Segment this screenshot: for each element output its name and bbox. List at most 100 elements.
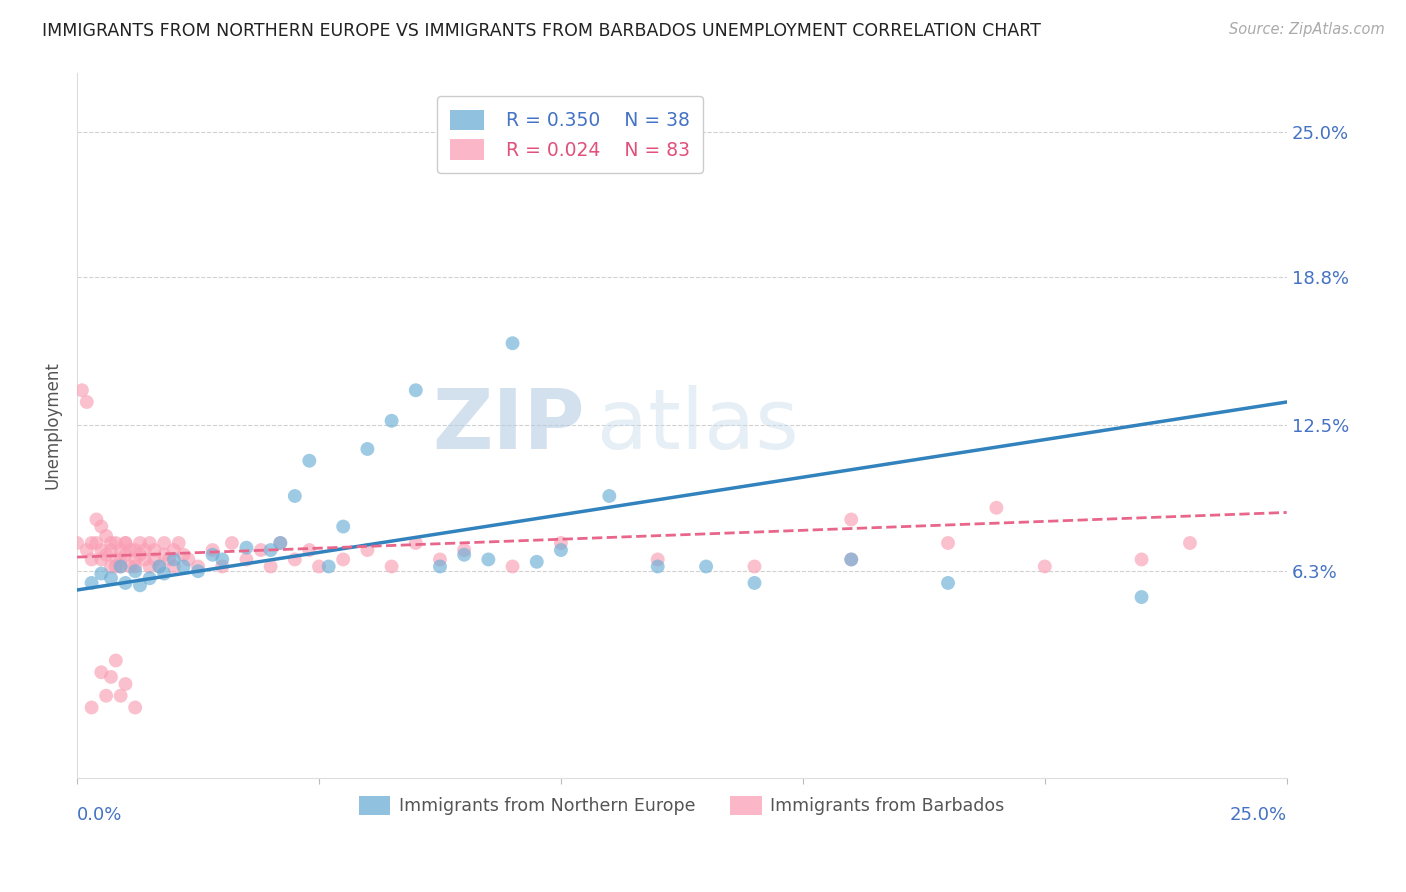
Point (94, 548, 117, 562)
Point (76, 395, 98, 409)
Point (153, 566, 176, 581)
Point (381, 559, 404, 574)
Point (129, 548, 152, 562)
Point (124, 700, 146, 714)
Point (356, 543, 378, 558)
Point (201, 543, 224, 558)
Point (104, 653, 127, 667)
Point (157, 552, 180, 566)
Point (405, 383, 427, 397)
Point (308, 559, 330, 574)
Point (647, 559, 669, 574)
Point (148, 559, 170, 574)
Point (134, 543, 156, 558)
Point (114, 536, 136, 550)
Point (114, 576, 136, 591)
Point (90, 665, 112, 680)
Point (839, 552, 862, 566)
Point (318, 559, 340, 574)
Point (167, 536, 190, 550)
Point (104, 536, 127, 550)
Point (100, 536, 122, 550)
Point (76, 543, 98, 558)
Point (114, 548, 136, 562)
Point (550, 536, 572, 550)
Point (129, 536, 152, 550)
Point (356, 442, 378, 456)
Point (173, 559, 195, 574)
Point (405, 536, 427, 550)
Point (70, 383, 93, 397)
Point (86, 512, 108, 526)
Point (839, 512, 862, 526)
Point (90, 543, 112, 558)
Point (235, 541, 257, 555)
Point (453, 543, 475, 558)
Point (221, 536, 243, 550)
Text: ZIP: ZIP (433, 385, 585, 466)
Point (90, 566, 112, 581)
Point (153, 548, 176, 562)
Point (453, 548, 475, 562)
Point (187, 564, 209, 578)
Point (138, 571, 160, 585)
Point (100, 559, 122, 574)
Point (187, 559, 209, 574)
Point (153, 536, 176, 550)
Point (201, 548, 224, 562)
Point (1033, 559, 1056, 574)
Point (1178, 536, 1201, 550)
Point (124, 552, 146, 566)
Point (477, 552, 499, 566)
Point (211, 559, 233, 574)
Point (936, 576, 959, 591)
Point (163, 559, 186, 574)
Point (429, 559, 451, 574)
Point (381, 414, 404, 428)
Point (269, 536, 291, 550)
Point (94, 689, 117, 703)
Point (284, 489, 307, 503)
Point (839, 552, 862, 566)
Y-axis label: Unemployment: Unemployment (44, 361, 60, 490)
Point (298, 543, 321, 558)
Point (110, 689, 132, 703)
Point (80, 536, 103, 550)
Point (502, 559, 524, 574)
Point (744, 576, 766, 591)
Point (66, 536, 89, 550)
Point (332, 519, 354, 533)
Point (986, 500, 1008, 515)
Point (94, 529, 117, 543)
Point (124, 543, 146, 558)
Point (284, 552, 307, 566)
Point (502, 336, 524, 351)
Point (114, 536, 136, 550)
Point (100, 571, 122, 585)
Point (110, 559, 132, 574)
Point (259, 559, 281, 574)
Point (259, 543, 281, 558)
Point (550, 543, 572, 558)
Point (143, 543, 166, 558)
Point (173, 548, 195, 562)
Point (269, 536, 291, 550)
Point (1130, 552, 1153, 566)
Point (104, 559, 127, 574)
Point (110, 543, 132, 558)
Point (429, 552, 451, 566)
Point (124, 564, 146, 578)
Point (211, 552, 233, 566)
Point (744, 559, 766, 574)
Point (695, 559, 717, 574)
Point (138, 559, 160, 574)
Text: 25.0%: 25.0% (1230, 806, 1286, 824)
Point (936, 536, 959, 550)
Point (163, 543, 186, 558)
Point (124, 559, 146, 574)
Point (163, 552, 186, 566)
Text: Source: ZipAtlas.com: Source: ZipAtlas.com (1229, 22, 1385, 37)
Point (114, 677, 136, 691)
Point (598, 489, 620, 503)
Point (647, 552, 669, 566)
